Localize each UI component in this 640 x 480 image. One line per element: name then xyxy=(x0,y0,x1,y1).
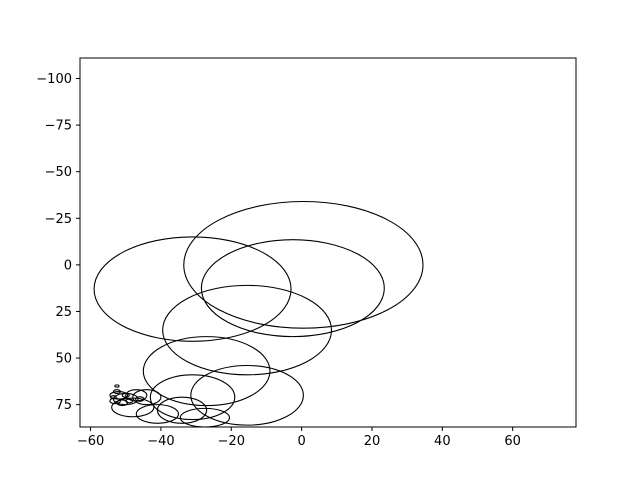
ellipse-mark xyxy=(112,389,122,395)
x-tick-label: −20 xyxy=(218,434,245,449)
ellipse-mark xyxy=(183,200,424,329)
plot-frame xyxy=(79,57,577,428)
y-tick-label: −50 xyxy=(45,165,72,180)
ellipse-mark xyxy=(135,404,180,424)
y-axis: −100 −75 −50 −25 0 25 50 75 xyxy=(36,72,80,413)
ellipse-mark xyxy=(190,364,304,426)
x-tick-label: −40 xyxy=(147,434,174,449)
ellipse-mark xyxy=(135,396,145,402)
y-tick-label: 25 xyxy=(55,305,72,320)
x-axis: −60 −40 −20 0 20 40 60 xyxy=(77,427,521,449)
ellipse-mark xyxy=(179,407,231,427)
y-tick-label: 75 xyxy=(55,398,72,413)
x-tick-label: −60 xyxy=(77,434,104,449)
ellipse-series xyxy=(93,200,424,427)
ellipse-mark xyxy=(200,239,385,338)
ellipse-mark xyxy=(125,398,134,404)
y-tick-label: 50 xyxy=(55,352,72,367)
ellipse-mark xyxy=(114,384,120,388)
x-tick-label: 40 xyxy=(434,434,451,449)
ellipse-mark xyxy=(142,336,271,407)
y-tick-label: −75 xyxy=(45,119,72,134)
y-tick-label: −25 xyxy=(45,212,72,227)
y-tick-label: −100 xyxy=(36,72,72,87)
ellipse-mark xyxy=(132,389,162,406)
ellipse-mark xyxy=(110,395,117,400)
ellipse-mark xyxy=(93,236,292,342)
y-tick-label: 0 xyxy=(64,258,72,273)
x-tick-label: 20 xyxy=(364,434,381,449)
ellipse-mark xyxy=(121,392,130,398)
ellipse-mark xyxy=(149,374,236,421)
x-tick-label: 0 xyxy=(297,434,305,449)
ellipse-mark xyxy=(156,396,208,424)
ellipse-mark xyxy=(162,284,333,376)
x-tick-label: 60 xyxy=(504,434,521,449)
